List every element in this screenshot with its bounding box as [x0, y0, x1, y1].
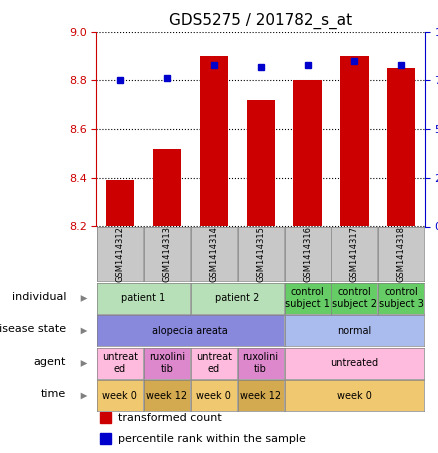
Text: GSM1414312: GSM1414312	[115, 226, 124, 282]
Text: alopecia areata: alopecia areata	[152, 326, 228, 336]
Text: week 0: week 0	[337, 391, 372, 401]
Text: percentile rank within the sample: percentile rank within the sample	[118, 434, 306, 444]
Text: week 12: week 12	[146, 391, 187, 401]
Text: untreat
ed: untreat ed	[102, 352, 138, 374]
Bar	[340, 56, 368, 226]
Text: disease state: disease state	[0, 324, 66, 334]
Bar	[200, 56, 228, 226]
Text: agent: agent	[34, 357, 66, 367]
Bar	[247, 100, 275, 226]
Text: GSM1414316: GSM1414316	[303, 226, 312, 282]
Text: patient 1: patient 1	[121, 293, 166, 303]
Text: ruxolini
tib: ruxolini tib	[243, 352, 279, 374]
Text: normal: normal	[337, 326, 371, 336]
Text: untreated: untreated	[330, 358, 378, 368]
Bar	[293, 80, 321, 226]
Text: individual: individual	[12, 292, 66, 302]
Bar	[99, 433, 111, 444]
Text: control
subject 1: control subject 1	[285, 288, 330, 309]
Text: week 12: week 12	[240, 391, 281, 401]
Text: GSM1414318: GSM1414318	[397, 226, 406, 282]
Text: GSM1414315: GSM1414315	[256, 226, 265, 282]
Bar	[106, 180, 134, 226]
Bar	[387, 68, 416, 226]
Text: GSM1414314: GSM1414314	[209, 226, 218, 282]
Bar	[153, 149, 181, 226]
Text: untreat
ed: untreat ed	[196, 352, 232, 374]
Title: GDS5275 / 201782_s_at: GDS5275 / 201782_s_at	[169, 13, 352, 29]
Text: control
subject 3: control subject 3	[379, 288, 424, 309]
Text: patient 2: patient 2	[215, 293, 259, 303]
Text: GSM1414313: GSM1414313	[162, 226, 171, 282]
Text: transformed count: transformed count	[118, 413, 222, 423]
Text: week 0: week 0	[102, 391, 137, 401]
Text: GSM1414317: GSM1414317	[350, 226, 359, 282]
Text: control
subject 2: control subject 2	[332, 288, 377, 309]
Text: ruxolini
tib: ruxolini tib	[148, 352, 185, 374]
Bar	[99, 412, 111, 423]
Text: time: time	[41, 389, 66, 400]
Text: week 0: week 0	[196, 391, 231, 401]
